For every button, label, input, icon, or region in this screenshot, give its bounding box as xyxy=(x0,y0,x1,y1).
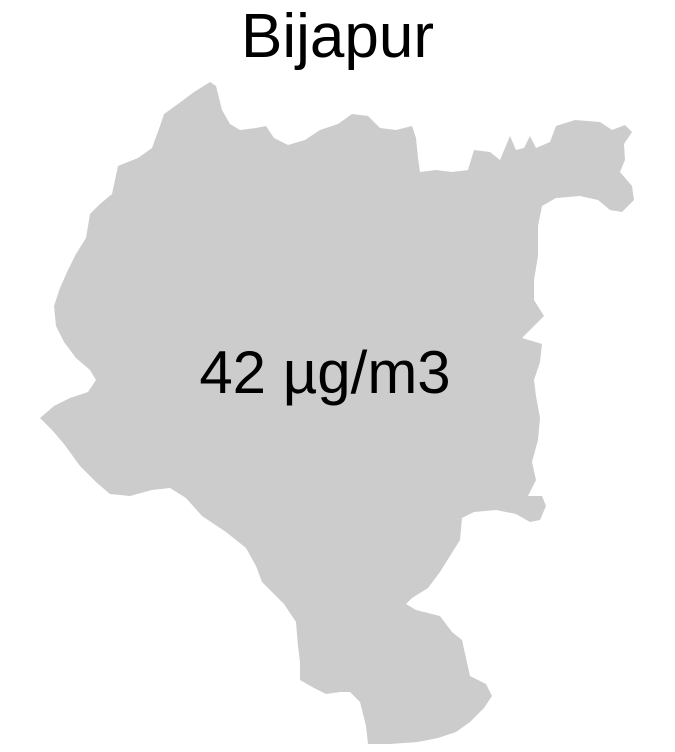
map-title: Bijapur xyxy=(241,2,434,71)
value-label: 42 µg/m3 xyxy=(199,339,451,406)
district-region xyxy=(40,82,634,744)
